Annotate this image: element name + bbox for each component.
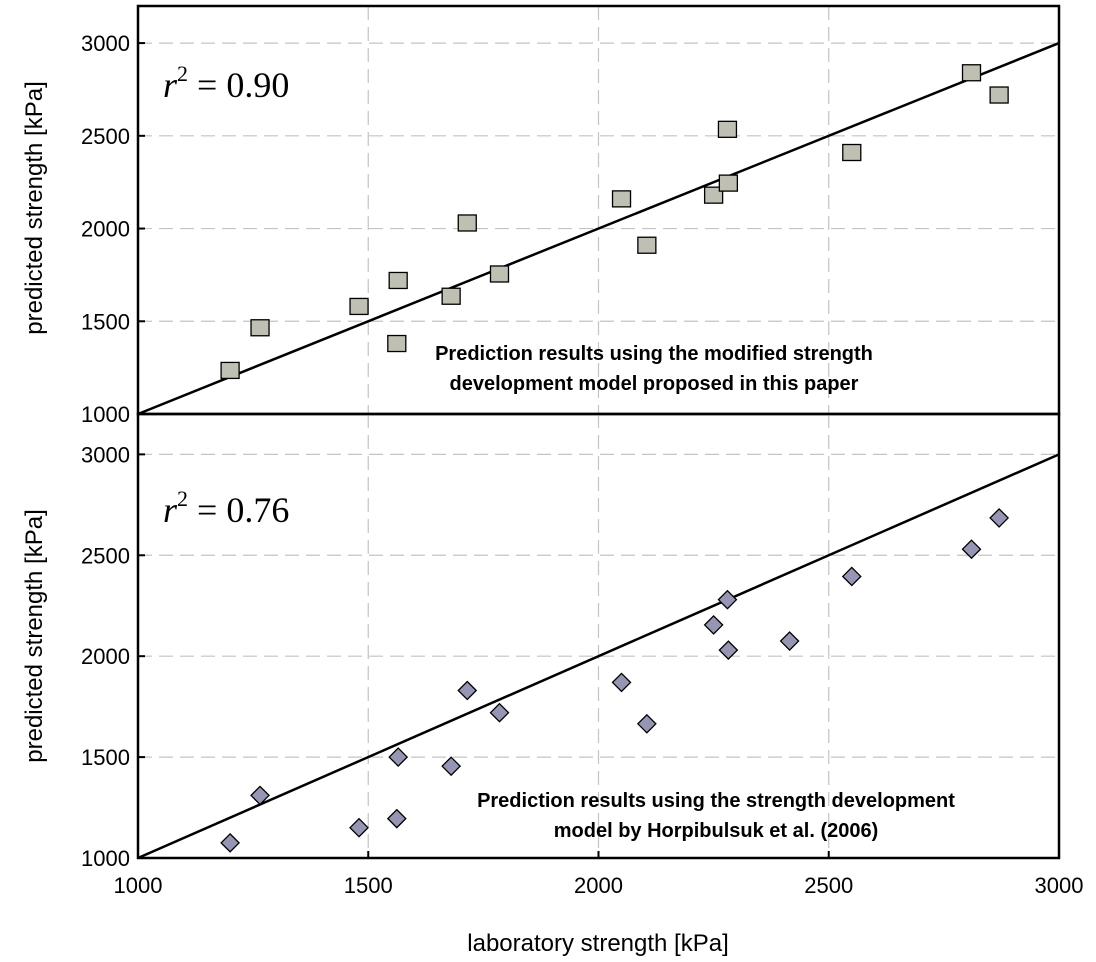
data-point-diamond	[441, 756, 462, 777]
data-point-square	[349, 297, 369, 316]
data-point-diamond	[718, 640, 739, 661]
data-point-square	[388, 271, 408, 290]
data-point-square	[457, 214, 477, 232]
annotation-line-1: Prediction results using the strength de…	[477, 790, 955, 812]
data-point-diamond	[250, 785, 270, 806]
data-point-square	[989, 86, 1009, 104]
y-tick-label: 3000	[81, 31, 130, 56]
x-tick-label: 3000	[1035, 873, 1084, 898]
data-point-diamond	[636, 713, 657, 734]
data-point-square	[441, 287, 461, 305]
annotation-line-2: development model proposed in this paper	[450, 373, 859, 395]
data-point-square	[717, 120, 738, 138]
data-point-square	[250, 319, 270, 337]
y-tick-label: 3000	[81, 442, 130, 467]
data-point-diamond	[386, 808, 407, 829]
data-point-diamond	[841, 566, 862, 587]
y-tick-label: 1000	[81, 846, 130, 871]
top-chart-panel: 1000 1500 2000 2500 3000 r2 = 0.90 Predictio…	[21, 4, 1061, 427]
data-point-diamond	[961, 539, 982, 560]
data-point-diamond	[457, 680, 478, 701]
fit-line	[137, 41, 1060, 416]
annotation-line-2: model by Horpibulsuk et al. (2006)	[554, 820, 879, 842]
data-point-square	[703, 186, 724, 204]
data-point-square	[961, 64, 982, 82]
data-point-square	[637, 236, 657, 254]
data-point-diamond	[220, 832, 241, 853]
data-point-square	[489, 265, 510, 283]
data-point-diamond	[779, 631, 800, 651]
x-tick-label: 1000	[114, 873, 163, 898]
fit-line	[137, 453, 1060, 860]
data-point-diamond	[388, 747, 409, 768]
data-point-diamond	[349, 817, 369, 838]
y-tick-label: 2500	[81, 124, 130, 149]
r-squared-label: r2 = 0.76	[163, 486, 289, 530]
data-point-diamond	[989, 508, 1010, 528]
data-point-square	[220, 361, 240, 380]
r-squared-label: r2 = 0.90	[163, 61, 289, 105]
y-tick-label: 2500	[81, 543, 130, 568]
annotation-line-1: Prediction results using the modified st…	[435, 343, 873, 365]
bottom-chart-panel: 1000 1500 2000 2500 3000 r2 = 0.76 Predictio…	[21, 412, 1061, 871]
data-point-square	[718, 174, 739, 192]
data-point-square	[387, 334, 407, 353]
y-axis-label: predicted strength [kPa]	[21, 509, 48, 762]
y-tick-label: 2000	[81, 644, 130, 669]
y-tick-label: 1500	[81, 745, 130, 770]
x-axis-label: laboratory strength [kPa]	[467, 930, 728, 957]
y-axis-label: predicted strength [kPa]	[21, 81, 48, 334]
data-point-diamond	[703, 614, 724, 635]
data-point-diamond	[717, 589, 738, 610]
data-point-diamond	[611, 672, 632, 693]
x-tick-label: 2000	[574, 873, 623, 898]
data-point-square	[611, 190, 632, 208]
data-point-square	[842, 143, 862, 162]
y-tick-label: 2000	[81, 217, 130, 242]
x-tick-label: 1500	[344, 873, 393, 898]
y-tick-label: 1500	[81, 309, 130, 334]
x-tick-label: 2500	[804, 873, 853, 898]
y-tick-label: 1000	[81, 402, 130, 427]
data-point-diamond	[489, 702, 510, 723]
